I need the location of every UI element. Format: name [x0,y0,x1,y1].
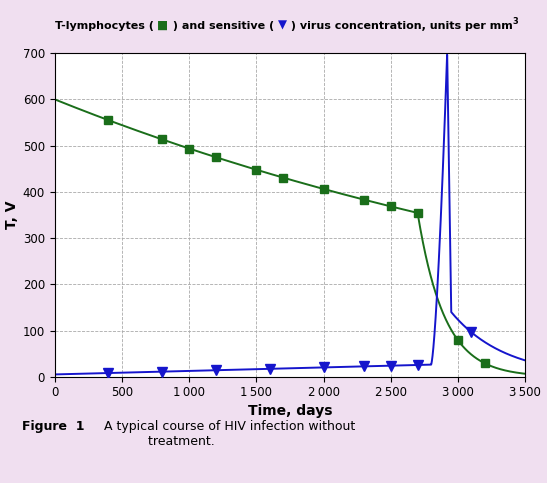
Text: T-lymphocytes (: T-lymphocytes ( [55,21,158,31]
Text: Figure  1: Figure 1 [22,420,84,433]
Text: A typical course of HIV infection without
             treatment.: A typical course of HIV infection withou… [96,420,355,448]
Y-axis label: T, V: T, V [4,200,19,229]
Text: ) virus concentration, units per mm: ) virus concentration, units per mm [287,21,513,31]
Text: ▼: ▼ [277,18,287,31]
Text: ) and sensitive (: ) and sensitive ( [168,21,277,31]
X-axis label: Time, days: Time, days [248,404,332,418]
Text: ■: ■ [158,18,168,31]
Text: 3: 3 [513,16,518,26]
